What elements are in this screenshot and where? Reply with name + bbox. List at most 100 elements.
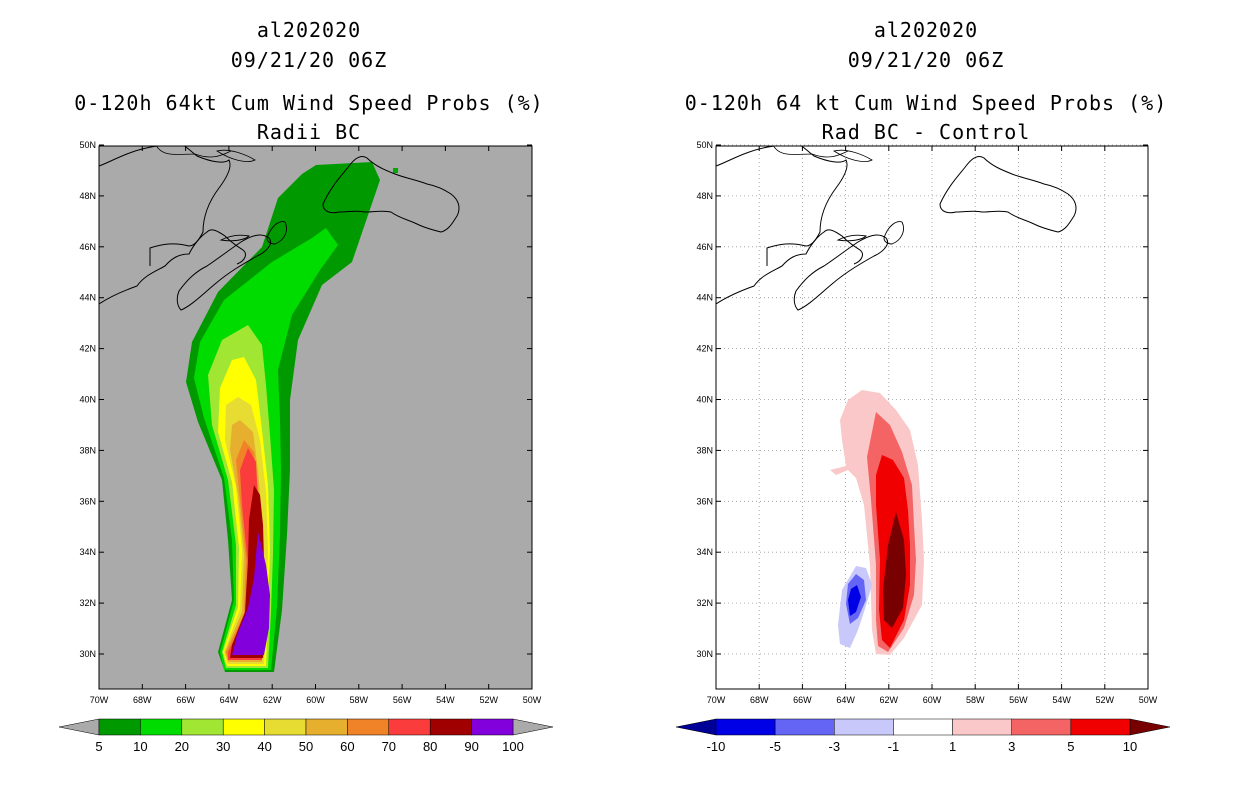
left-colorbar: 5 10 20 30 40 50 60 70 80 90 100 <box>58 718 554 754</box>
colorbar-label: 10 <box>1123 739 1137 754</box>
lat-label: 46N <box>696 242 713 252</box>
lat-label: 34N <box>79 547 96 557</box>
right-axis-ticks <box>715 144 1149 689</box>
lon-label: 64W <box>220 695 239 705</box>
colorbar-swatch <box>222 718 265 736</box>
left-title-line1: 0-120h 64kt Cum Wind Speed Probs (%) <box>74 91 544 115</box>
lon-label: 54W <box>436 695 455 705</box>
colorbar-over-arrow <box>512 718 554 736</box>
lon-label: 68W <box>133 695 152 705</box>
left-axis-ticks <box>98 144 533 689</box>
colorbar-label: 60 <box>340 739 354 754</box>
colorbar-label: 50 <box>299 739 313 754</box>
colorbar-over-arrow <box>1129 718 1171 736</box>
prob-contour-90 <box>232 532 270 655</box>
lon-label: 52W <box>1096 695 1115 705</box>
lat-label: 46N <box>79 242 96 252</box>
lon-label: 64W <box>836 695 855 705</box>
colorbar-label: 1 <box>949 739 956 754</box>
lat-label: 50N <box>79 140 96 150</box>
colorbar-label: -3 <box>829 739 841 754</box>
colorbar-label: 100 <box>502 739 524 754</box>
right-map-background <box>716 146 1148 689</box>
lon-label: 58W <box>966 695 985 705</box>
lon-label: 58W <box>350 695 369 705</box>
colorbar-swatch <box>471 718 514 736</box>
colorbar-swatch <box>774 718 835 736</box>
lat-label: 40N <box>79 395 96 405</box>
colorbar-swatch <box>305 718 348 736</box>
lon-label: 56W <box>393 695 412 705</box>
right-datetime: 09/21/20 06Z <box>847 48 1005 72</box>
colorbar-label: 80 <box>423 739 437 754</box>
lat-label: 38N <box>696 445 713 455</box>
lat-label: 48N <box>696 191 713 201</box>
colorbar-swatch <box>264 718 307 736</box>
right-storm-id: al202020 <box>873 18 979 42</box>
colorbar-swatch <box>952 718 1012 736</box>
diff-contour-minus5 <box>848 585 861 616</box>
lon-label: 70W <box>707 695 726 705</box>
left-map: 30N 32N 34N 36N 38N 40N 42N 44N 46N 48N 50N 70W 68W… <box>79 140 541 705</box>
colorbar-label: 5 <box>95 739 102 754</box>
lat-label: 50N <box>696 140 713 150</box>
lon-label: 52W <box>479 695 498 705</box>
colorbar-label: -10 <box>707 739 726 754</box>
colorbar-swatch <box>429 718 472 736</box>
lat-label: 34N <box>696 547 713 557</box>
colorbar-label: -1 <box>888 739 900 754</box>
lat-label: 36N <box>696 496 713 506</box>
colorbar-swatch <box>388 718 431 736</box>
colorbar-swatch <box>181 718 224 736</box>
colorbar-swatch <box>893 718 953 736</box>
lon-label: 54W <box>1052 695 1071 705</box>
lat-label: 44N <box>696 293 713 303</box>
lon-label: 68W <box>750 695 769 705</box>
left-title-line2: Radii BC <box>256 120 362 144</box>
left-storm-id: al202020 <box>256 18 362 42</box>
lon-label: 60W <box>306 695 325 705</box>
colorbar-swatch <box>1011 718 1072 736</box>
lat-label: 30N <box>79 649 96 659</box>
lon-label: 62W <box>263 695 282 705</box>
lat-label: 32N <box>696 598 713 608</box>
colorbar-label: 10 <box>133 739 147 754</box>
colorbar-under-arrow <box>675 718 717 736</box>
lon-label: 50W <box>523 695 542 705</box>
colorbar-swatch <box>715 718 776 736</box>
colorbar-label: 70 <box>382 739 396 754</box>
left-datetime: 09/21/20 06Z <box>230 48 388 72</box>
lon-label: 66W <box>176 695 195 705</box>
diff-contour-plus10 <box>883 512 906 628</box>
colorbar-label: 40 <box>257 739 271 754</box>
colorbar-swatch <box>98 718 141 736</box>
colorbar-swatch <box>140 718 183 736</box>
colorbar-swatch <box>834 718 894 736</box>
colorbar-label: 20 <box>175 739 189 754</box>
colorbar-swatch <box>347 718 390 736</box>
right-lat-labels: 30N 32N 34N 36N 38N 40N 42N 44N 46N 48N 50N <box>696 140 713 659</box>
colorbar-label: 3 <box>1008 739 1015 754</box>
right-colorbar: -10 -5 -3 -1 1 3 5 10 <box>675 718 1171 754</box>
colorbar-label: 30 <box>216 739 230 754</box>
lat-label: 38N <box>79 445 96 455</box>
right-map: 30N 32N 34N 36N 38N 40N 42N 44N 46N 48N 50N 70W 68W… <box>696 140 1157 705</box>
colorbar-label: 5 <box>1067 739 1074 754</box>
lat-label: 42N <box>696 344 713 354</box>
right-title-line2: Rad BC - Control <box>821 120 1031 144</box>
colorbar-label: 90 <box>464 739 478 754</box>
colorbar-label: -5 <box>769 739 781 754</box>
lon-label: 56W <box>1009 695 1028 705</box>
colorbar-under-arrow <box>58 718 100 736</box>
colorbar-swatch <box>1070 718 1131 736</box>
right-difference-field <box>716 146 1077 655</box>
lat-label: 30N <box>696 649 713 659</box>
lon-label: 66W <box>793 695 812 705</box>
lon-label: 62W <box>880 695 899 705</box>
lon-label: 70W <box>90 695 109 705</box>
lat-label: 40N <box>696 395 713 405</box>
lat-label: 36N <box>79 496 96 506</box>
right-lon-labels: 70W 68W 66W 64W 62W 60W 58W 56W 54W 52W 50W <box>707 695 1158 705</box>
left-lon-labels: 70W 68W 66W 64W 62W 60W 58W 56W 54W 52W 50W <box>90 695 542 705</box>
